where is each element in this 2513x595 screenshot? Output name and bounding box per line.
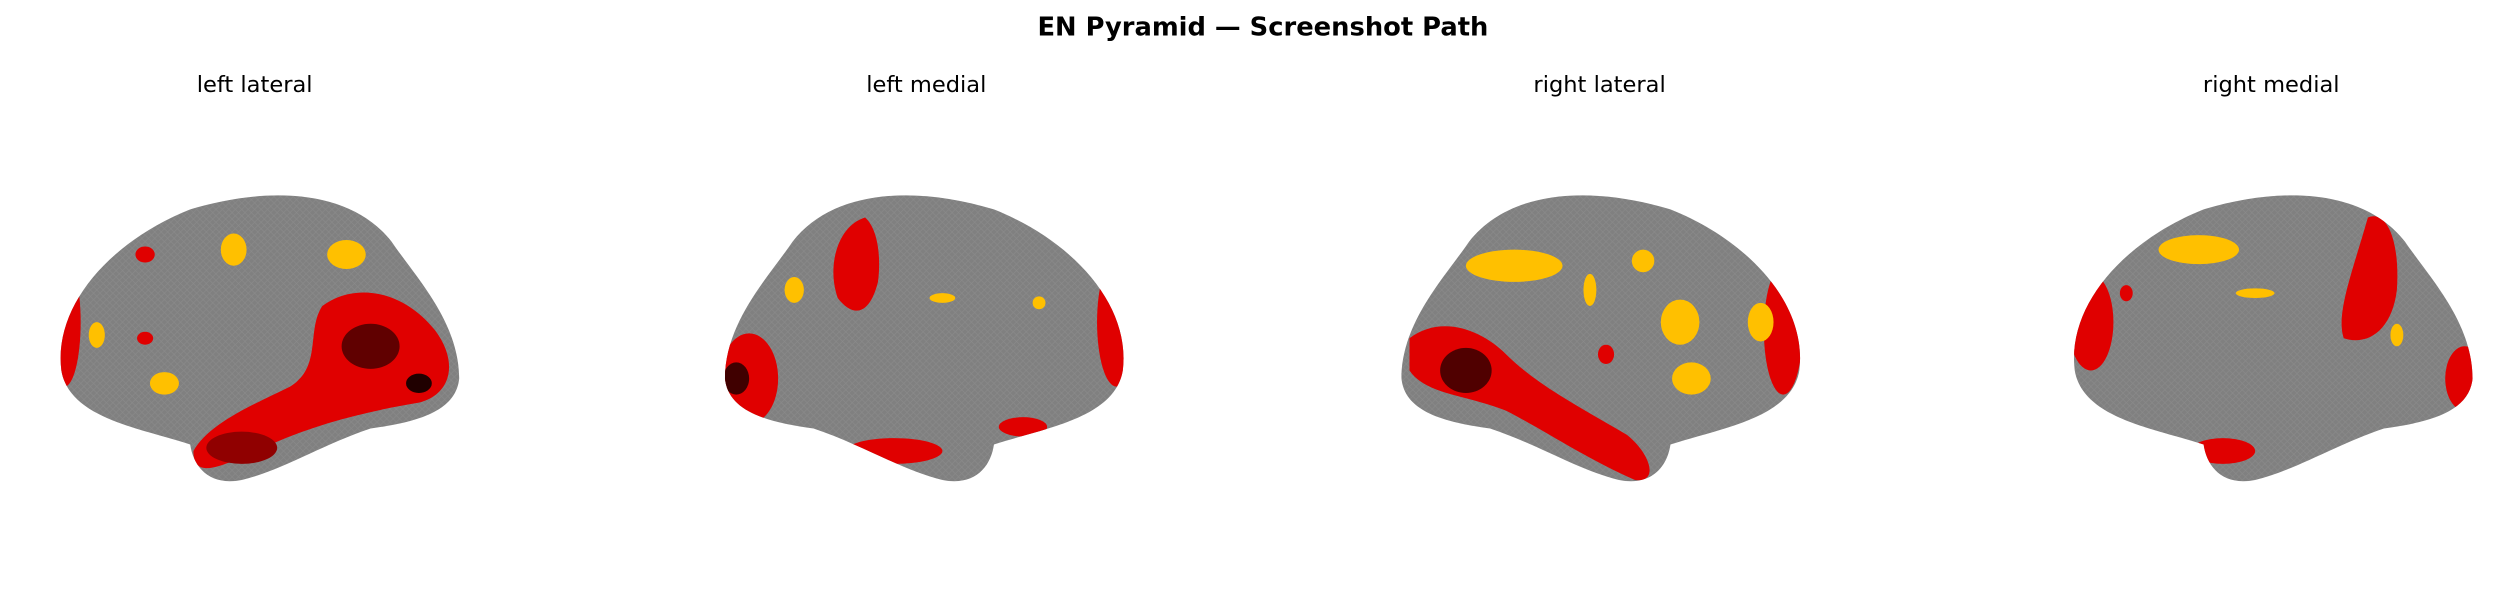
panel-label: left medial [866, 72, 986, 98]
brain-view [1401, 195, 1801, 482]
brain-view [2073, 195, 2473, 482]
brain-view [724, 195, 1124, 482]
brain-view [60, 195, 460, 482]
panel-label: right medial [2203, 72, 2340, 98]
panel-label: left lateral [197, 72, 313, 98]
panel-label: right lateral [1533, 72, 1665, 98]
figure-title: EN Pyramid — Screenshot Path [1037, 12, 1488, 42]
